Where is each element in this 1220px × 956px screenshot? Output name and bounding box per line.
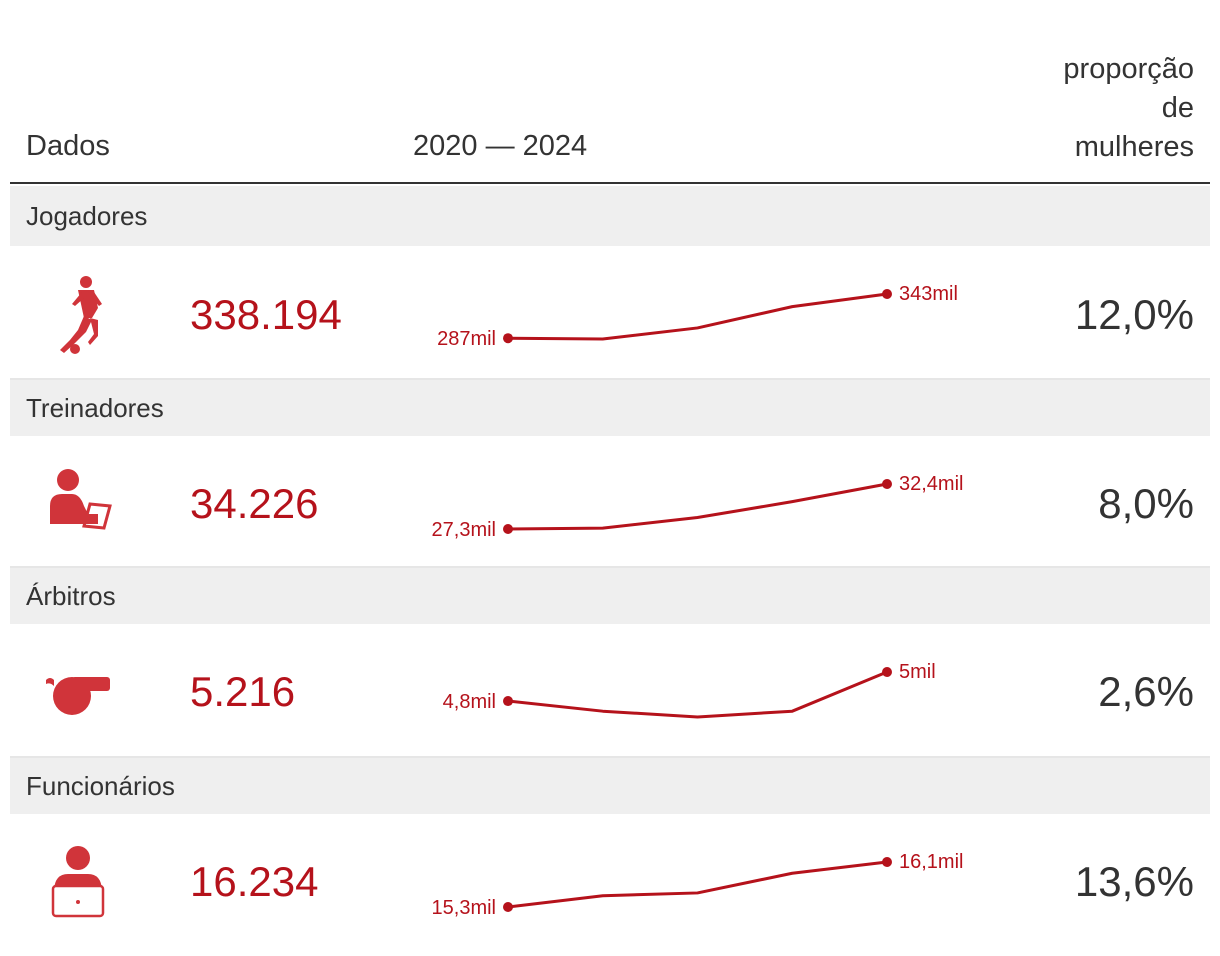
whistle-icon [46,677,110,715]
sparkline-end-label: 343mil [899,283,958,305]
table-row-staff: 16.234 15,3mil 16,1mil 13,6% [10,814,1210,954]
sparkline-start-point [503,524,513,534]
person-laptop-icon [51,846,105,918]
table-row-coaches: 34.226 27,3mil 32,4mil 8,0% [10,436,1210,568]
category-label-coaches: Treinadores [10,380,1210,436]
sparkline: 27,3mil 32,4mil [432,473,964,541]
sparkline-end-point [882,667,892,677]
sparkline-start-label: 15,3mil [432,897,496,919]
total-value: 16.234 [190,858,319,905]
category-label-staff: Funcionários [10,758,1210,814]
total-value: 34.226 [190,480,319,527]
women-share-value: 12,0% [1074,291,1194,338]
sparkline-end-label: 32,4mil [899,473,963,495]
sparkline-line [507,482,888,531]
coach-with-clipboard-icon [50,469,112,530]
sparkline-start-point [503,333,513,344]
sparkline-end-point [882,479,892,489]
women-share-value: 2,6% [1098,668,1194,715]
sparkline-end-label: 16,1mil [899,851,963,873]
total-value: 5.216 [190,668,296,715]
header-line: de [1161,92,1194,124]
category-label-referees: Árbitros [10,568,1210,624]
column-header-period: 2020 — 2024 [413,130,588,162]
header-line: mulheres [1074,131,1194,163]
sparkline-start-label: 4,8mil [443,691,496,713]
sparkline: 4,8mil 5mil [443,661,936,719]
header-line: proporção [1063,53,1194,85]
sparkline-start-label: 287mil [437,328,496,350]
column-header-data: Dados [26,130,110,162]
sparkline-line [507,292,888,341]
table-header: Dados 2020 — 2024 proporção de mulheres [10,0,1210,184]
total-value: 338.194 [190,291,342,338]
football-player-icon [60,276,102,354]
sparkline: 287mil 343mil [437,283,958,350]
sparkline-line [507,670,888,719]
table-row-referees: 5.216 4,8mil 5mil 2,6% [10,624,1210,758]
women-share-value: 13,6% [1074,858,1194,905]
women-share-value: 8,0% [1098,480,1194,527]
sparkline-start-point [503,902,513,912]
sparkline-line [507,860,888,909]
sparkline-end-point [882,289,892,299]
sparkline-start-point [503,696,513,707]
table-row-players: 338.194 287mil 343mil 12,0% [10,246,1210,380]
category-label-players: Jogadores [10,186,1210,246]
sparkline-end-label: 5mil [899,661,936,683]
sparkline: 15,3mil 16,1mil [432,851,964,919]
sparkline-start-label: 27,3mil [432,519,496,541]
column-header-women-share: proporção de mulheres [974,50,1194,167]
sparkline-end-point [882,857,892,867]
